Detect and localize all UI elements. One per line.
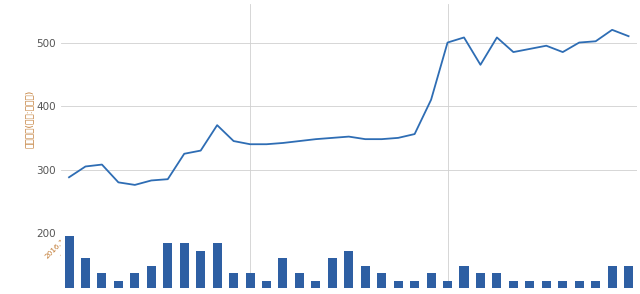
Bar: [97, 273, 106, 288]
Bar: [558, 281, 567, 288]
Bar: [65, 236, 74, 288]
Bar: [525, 281, 534, 288]
Bar: [311, 281, 321, 288]
Bar: [476, 273, 485, 288]
Bar: [624, 266, 633, 288]
Bar: [410, 281, 419, 288]
Bar: [607, 266, 617, 288]
Bar: [492, 273, 502, 288]
Bar: [591, 281, 600, 288]
Y-axis label: 거래금액(단위:백만원): 거래금액(단위:백만원): [24, 90, 33, 148]
Bar: [212, 243, 221, 288]
Bar: [229, 273, 238, 288]
Bar: [81, 258, 90, 288]
Bar: [426, 273, 436, 288]
Bar: [180, 243, 189, 288]
Bar: [246, 273, 255, 288]
Bar: [163, 243, 172, 288]
Bar: [509, 281, 518, 288]
Bar: [114, 281, 123, 288]
Bar: [394, 281, 403, 288]
Bar: [361, 266, 370, 288]
Bar: [196, 251, 205, 288]
Bar: [377, 273, 386, 288]
Bar: [278, 258, 287, 288]
Bar: [328, 258, 337, 288]
Bar: [147, 266, 156, 288]
Bar: [575, 281, 584, 288]
Bar: [443, 281, 452, 288]
Bar: [344, 251, 353, 288]
Bar: [295, 273, 304, 288]
Bar: [131, 273, 140, 288]
Bar: [262, 281, 271, 288]
Bar: [541, 281, 551, 288]
Bar: [460, 266, 468, 288]
